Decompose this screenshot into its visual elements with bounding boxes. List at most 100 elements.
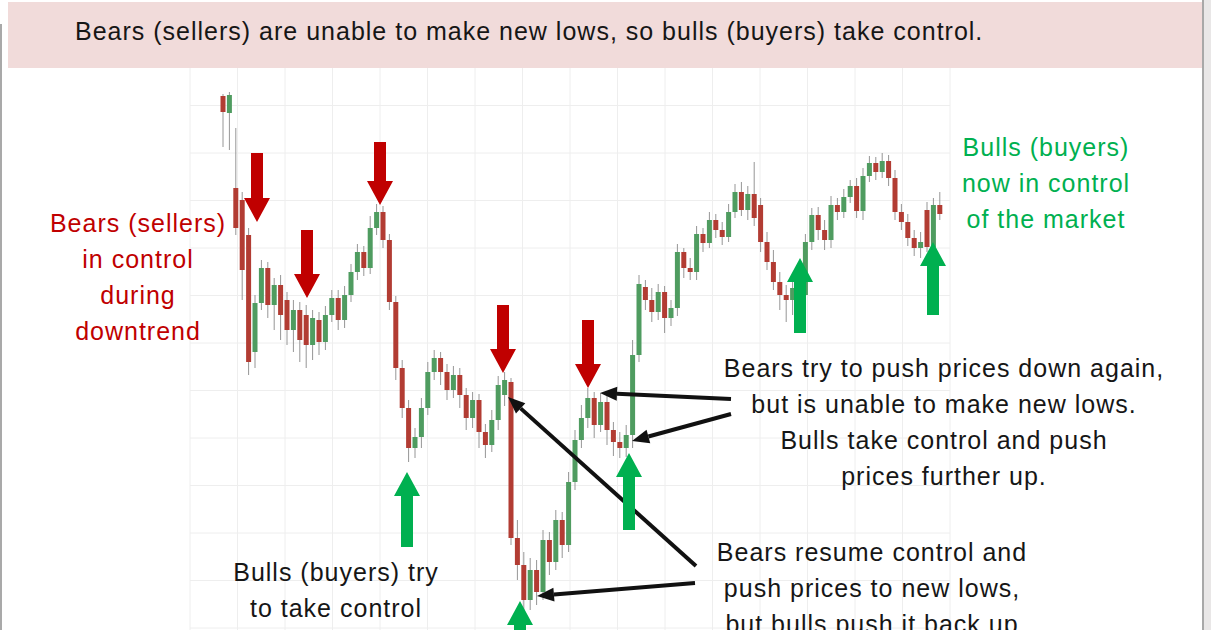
banner: Bears (sellers) are unable to make new l… (8, 2, 1203, 68)
candle (669, 300, 674, 326)
candle (432, 350, 437, 380)
candle (547, 532, 552, 575)
candle (361, 246, 366, 276)
candle (899, 204, 904, 230)
candle (553, 510, 558, 570)
candle (560, 512, 565, 558)
annotation-bulls-control: Bulls (buyers) now in control of the mar… (962, 129, 1130, 237)
candle (445, 364, 450, 400)
candle (720, 222, 725, 245)
candle (374, 204, 379, 235)
candle (777, 272, 782, 310)
candle (310, 310, 315, 360)
candle (617, 432, 622, 458)
candle (643, 280, 648, 310)
candle (457, 368, 462, 408)
candle (355, 244, 360, 280)
candle (656, 284, 661, 320)
candle (912, 230, 917, 256)
candle (925, 202, 930, 252)
candle (259, 260, 264, 310)
candle (278, 275, 283, 340)
candle (771, 250, 776, 290)
candle (861, 168, 866, 220)
candle (425, 362, 430, 415)
candle (317, 312, 322, 355)
candle (329, 290, 334, 322)
bear-pressure-arrow (367, 142, 393, 205)
bull-pressure-arrow (920, 242, 946, 315)
candle (733, 184, 738, 218)
annotation-bears-resume: Bears resume control and push prices to … (717, 534, 1027, 630)
candle (246, 228, 251, 375)
candle (637, 275, 642, 362)
candle (765, 232, 770, 270)
banner-text: Bears (sellers) are unable to make new l… (75, 17, 983, 46)
candle (489, 410, 494, 452)
candle (611, 422, 616, 456)
candle (393, 296, 398, 380)
slide: { "banner": { "text": "Bears (sellers) a… (0, 0, 1211, 630)
candle (566, 472, 571, 552)
candle (515, 520, 520, 580)
candle (688, 258, 693, 280)
bear-pressure-arrow (294, 230, 320, 298)
annotation-bears-control: Bears (sellers) in control during downtr… (50, 205, 226, 349)
bull-pressure-arrow (507, 601, 533, 630)
candle (419, 398, 424, 448)
candle (598, 393, 603, 432)
candle (483, 424, 488, 458)
candle (662, 286, 667, 333)
candle (464, 388, 469, 430)
candle (726, 204, 731, 242)
slide-left-edge (0, 24, 2, 630)
candle (381, 206, 386, 248)
candle (752, 162, 757, 226)
bull-pressure-arrow (394, 472, 420, 547)
candle (304, 305, 309, 368)
candle (809, 208, 814, 250)
candle (579, 405, 584, 448)
candle (541, 530, 546, 600)
candle (841, 189, 846, 218)
candle (880, 153, 885, 178)
annotation-bulls-try: Bulls (buyers) try to take control (233, 554, 439, 626)
candle (816, 207, 821, 240)
candle (675, 244, 680, 316)
candle (905, 214, 910, 246)
candle (592, 392, 597, 438)
candle (758, 198, 763, 252)
candle (893, 170, 898, 220)
bear-pressure-arrow (490, 305, 516, 373)
candle (342, 286, 347, 328)
bear-pressure-arrow (575, 320, 601, 388)
candle (253, 295, 258, 368)
candle (413, 428, 418, 458)
candle (835, 198, 840, 220)
candle (265, 262, 270, 318)
candle (406, 400, 411, 462)
candle (624, 425, 629, 457)
candle (918, 232, 923, 258)
candle (291, 300, 296, 352)
candle (822, 220, 827, 250)
candle (649, 288, 654, 322)
candle (605, 394, 610, 445)
candle (528, 558, 533, 610)
candle (585, 388, 590, 428)
candle (349, 264, 354, 302)
candle (694, 226, 699, 280)
candle (502, 372, 507, 406)
candle (937, 192, 942, 220)
bear-pressure-arrow (244, 153, 270, 222)
bull-pressure-arrow (616, 453, 642, 530)
candle (470, 392, 475, 428)
candle (713, 214, 718, 238)
candle (534, 560, 539, 605)
candle (227, 92, 232, 150)
candle (221, 94, 226, 147)
candle (681, 248, 686, 278)
candle (739, 182, 744, 216)
candle (387, 234, 392, 310)
candle (829, 196, 834, 248)
